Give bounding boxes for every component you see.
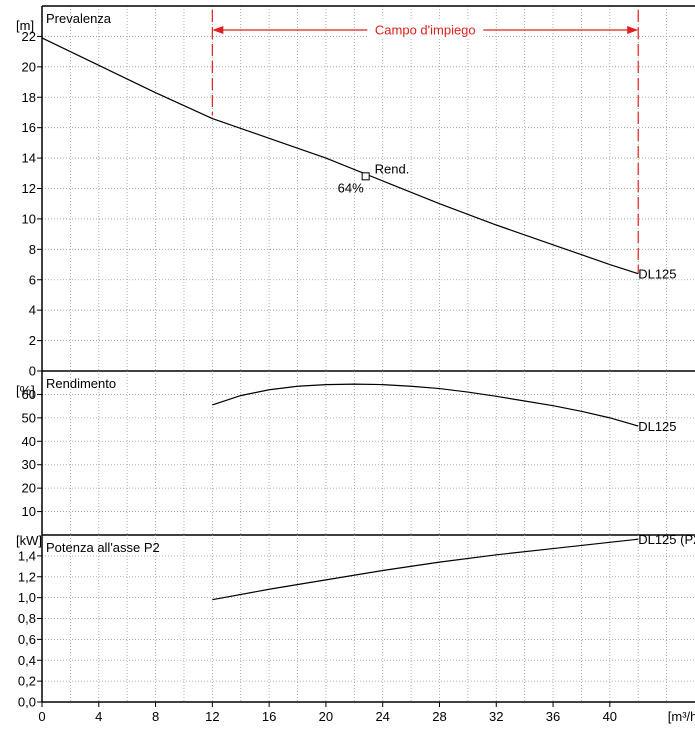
y-tick-label: 0,2 bbox=[18, 674, 36, 689]
series-label: DL125 (P2) bbox=[638, 532, 695, 547]
marker-label: Rend. bbox=[375, 161, 410, 176]
y-tick-label: 20 bbox=[22, 481, 36, 496]
x-tick-label: 20 bbox=[319, 709, 333, 724]
efficiency-marker bbox=[361, 172, 370, 181]
x-tick-label: 8 bbox=[152, 709, 159, 724]
x-tick-label: 16 bbox=[262, 709, 276, 724]
y-tick-label: 50 bbox=[22, 410, 36, 425]
marker-value-label: 64% bbox=[338, 180, 364, 195]
y-unit-label: [%] bbox=[16, 383, 35, 398]
y-tick-label: 0,6 bbox=[18, 632, 36, 647]
x-axis-unit-label: [m³/h] bbox=[668, 709, 695, 724]
y-tick-label: 16 bbox=[22, 120, 36, 135]
y-unit-label: [m] bbox=[16, 18, 34, 33]
series-line bbox=[41, 37, 639, 275]
series-label: DL125 bbox=[638, 419, 676, 434]
range-label-background bbox=[367, 21, 484, 39]
y-tick-label: 10 bbox=[22, 504, 36, 519]
y-tick-label: 0,0 bbox=[18, 695, 36, 710]
y-tick-label: 4 bbox=[29, 303, 36, 318]
range-arrow-left bbox=[212, 26, 224, 34]
y-tick-label: 6 bbox=[29, 272, 36, 287]
x-tick-label: 28 bbox=[432, 709, 446, 724]
y-tick-label: 8 bbox=[29, 242, 36, 257]
y-tick-label: 22 bbox=[22, 29, 36, 44]
x-tick-label: 0 bbox=[38, 709, 45, 724]
x-tick-label: 32 bbox=[489, 709, 503, 724]
range-arrow-right bbox=[627, 26, 639, 34]
range-label: Campo d'impiego bbox=[375, 23, 476, 38]
y-tick-label: 1,4 bbox=[18, 548, 36, 563]
x-tick-label: 4 bbox=[95, 709, 102, 724]
y-tick-label: 1,0 bbox=[18, 590, 36, 605]
y-tick-label: 2 bbox=[29, 333, 36, 348]
y-tick-label: 20 bbox=[22, 59, 36, 74]
x-tick-label: 12 bbox=[205, 709, 219, 724]
panel-title: Rendimento bbox=[46, 376, 116, 391]
y-tick-label: 12 bbox=[22, 181, 36, 196]
series-line bbox=[212, 383, 639, 427]
x-tick-label: 40 bbox=[603, 709, 617, 724]
y-tick-label: 1,2 bbox=[18, 569, 36, 584]
panel-title: Potenza all'asse P2 bbox=[46, 540, 160, 555]
y-tick-label: 14 bbox=[22, 151, 36, 166]
x-tick-label: 24 bbox=[375, 709, 389, 724]
x-tick-label: 36 bbox=[546, 709, 560, 724]
y-tick-label: 0,4 bbox=[18, 653, 36, 668]
y-tick-label: 0,8 bbox=[18, 611, 36, 626]
series-line bbox=[212, 538, 639, 601]
y-tick-label: 60 bbox=[22, 387, 36, 402]
y-tick-label: 40 bbox=[22, 434, 36, 449]
series-label: DL125 bbox=[638, 267, 676, 282]
y-tick-label: 18 bbox=[22, 90, 36, 105]
panel-title: Prevalenza bbox=[46, 11, 112, 26]
y-tick-label: 30 bbox=[22, 457, 36, 472]
y-unit-label: [kW] bbox=[16, 533, 42, 548]
y-tick-label: 10 bbox=[22, 211, 36, 226]
y-tick-label: 0 bbox=[29, 364, 36, 379]
